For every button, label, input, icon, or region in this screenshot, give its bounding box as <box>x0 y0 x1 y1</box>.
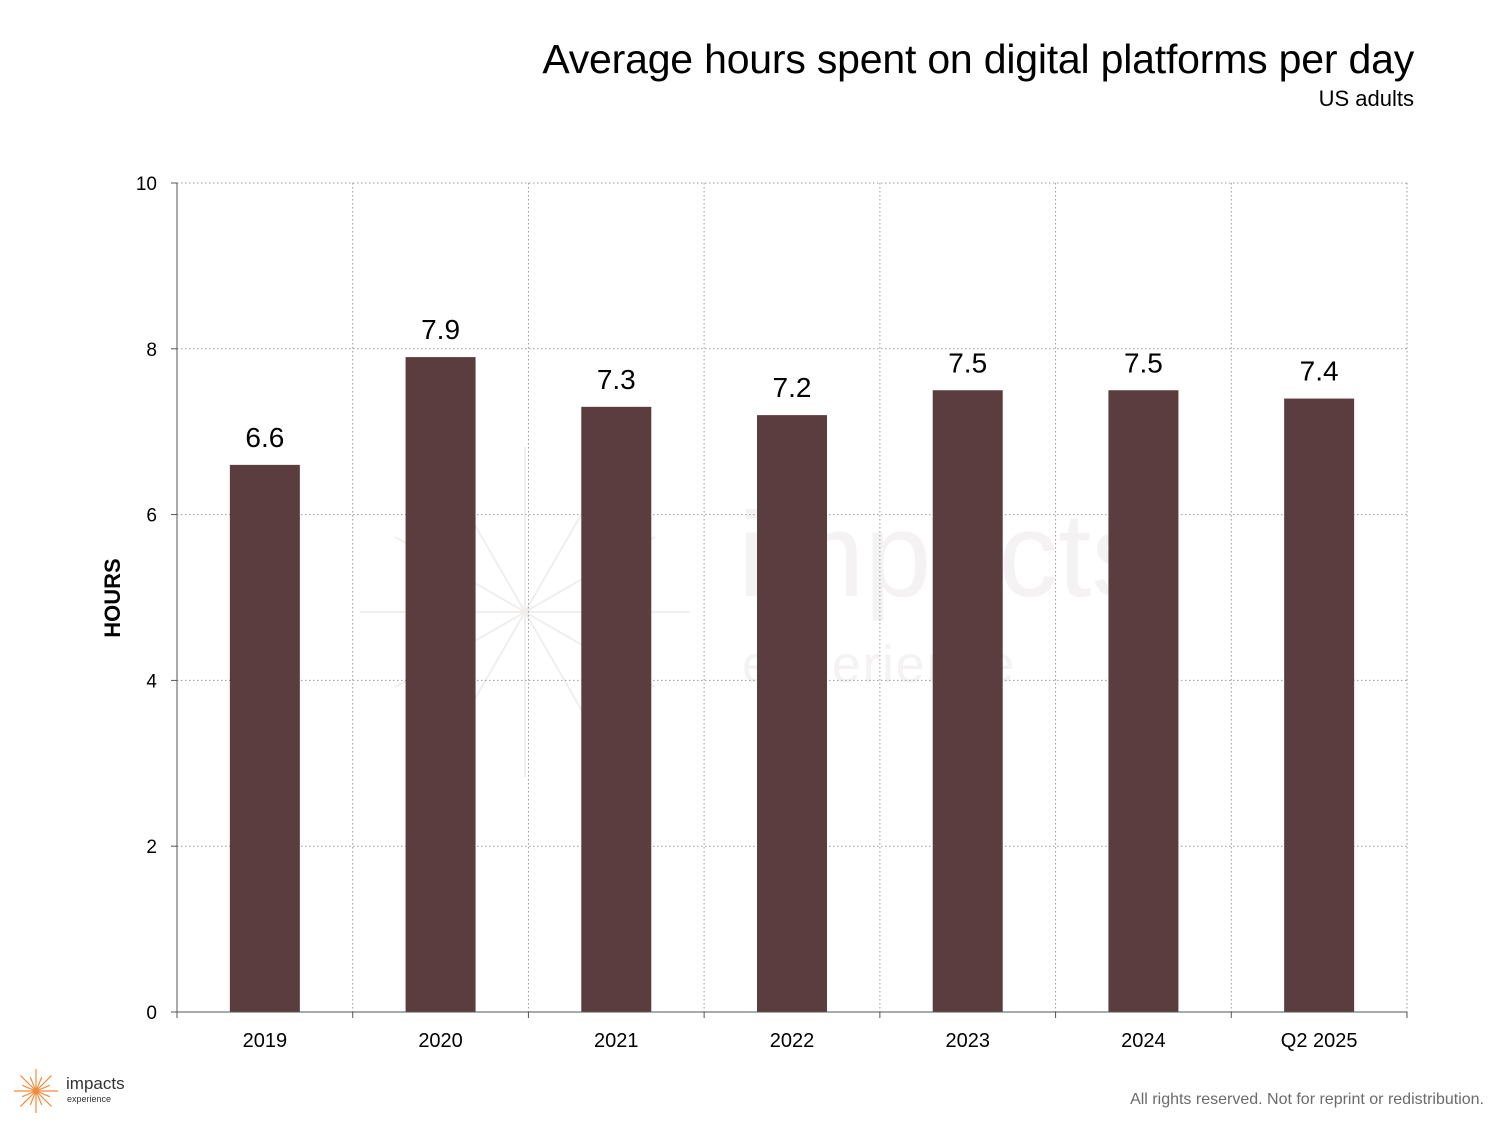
logo-ray <box>35 1084 51 1092</box>
bar <box>1108 390 1179 1012</box>
logo-ray <box>35 1090 43 1106</box>
y-axis-title: HOURS <box>100 558 125 637</box>
bar <box>229 464 300 1012</box>
logo-ray <box>20 1090 37 1107</box>
chart-subtitle: US adults <box>1318 86 1414 111</box>
logo-word: impacts <box>66 1074 125 1093</box>
y-tick-label: 2 <box>146 837 157 858</box>
x-tick-label: 2023 <box>945 1030 990 1052</box>
y-tick-label: 0 <box>146 1003 157 1024</box>
x-tick-label: 2024 <box>1121 1030 1166 1052</box>
chart-title: Average hours spent on digital platforms… <box>542 36 1414 82</box>
bar <box>581 406 652 1013</box>
starburst-icon <box>14 1069 58 1113</box>
x-tick-label: 2021 <box>594 1030 639 1052</box>
logo-ray <box>35 1075 52 1092</box>
logo-ray <box>29 1090 37 1106</box>
data-label: 7.3 <box>597 364 636 395</box>
rights-notice: All rights reserved. Not for reprint or … <box>1130 1091 1484 1108</box>
data-label: 7.2 <box>773 372 812 403</box>
bar <box>1284 398 1355 1012</box>
bar <box>405 357 476 1013</box>
impacts-logo: impacts experience <box>12 1066 152 1120</box>
y-tick-label: 10 <box>136 174 157 195</box>
logo-ray <box>35 1090 52 1107</box>
y-tick-label: 4 <box>146 671 157 692</box>
y-tick-label: 8 <box>146 340 157 361</box>
data-label: 7.5 <box>948 347 987 378</box>
logo-ray <box>35 1076 43 1092</box>
y-tick-label: 6 <box>146 506 157 527</box>
x-tick-label: Q2 2025 <box>1281 1030 1358 1052</box>
x-tick-label: 2020 <box>418 1030 463 1052</box>
logo-ray <box>29 1076 37 1092</box>
data-label: 7.4 <box>1300 356 1339 387</box>
logo-ray <box>20 1075 37 1092</box>
logo-ray <box>21 1084 37 1092</box>
logo-subword: experience <box>67 1094 112 1104</box>
logo-ray <box>35 1090 51 1098</box>
bar <box>932 390 1003 1012</box>
x-tick-label: 2019 <box>243 1030 288 1052</box>
data-label: 6.6 <box>245 422 284 453</box>
bar <box>757 415 827 1012</box>
data-label: 7.5 <box>1124 347 1163 378</box>
logo-ray <box>21 1090 37 1098</box>
data-label: 7.9 <box>421 314 460 345</box>
x-tick-label: 2022 <box>770 1030 815 1052</box>
